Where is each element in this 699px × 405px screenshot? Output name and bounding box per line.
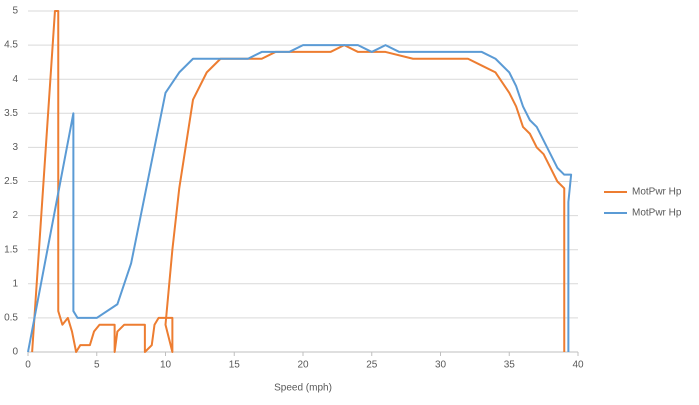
y-tick-label: 2 — [12, 210, 18, 221]
x-tick-label: 15 — [229, 360, 241, 371]
x-tick-label: 10 — [160, 360, 172, 371]
y-tick-label: 4.5 — [4, 40, 18, 51]
y-tick-label: 1.5 — [4, 244, 18, 255]
series-line — [27, 44, 573, 353]
y-tick-label: 0.5 — [4, 313, 18, 324]
y-tick-label: 0 — [12, 347, 18, 358]
x-tick-label: 20 — [297, 360, 309, 371]
x-tick-label: 0 — [25, 360, 31, 371]
y-tick-label: 4 — [12, 74, 18, 85]
legend-label: MotPwr Hp — [632, 187, 682, 198]
y-tick-label: 3.5 — [4, 108, 18, 119]
legend-label: MotPwr Hp — [632, 208, 682, 219]
x-axis-label: Speed (mph) — [274, 383, 332, 394]
y-tick-label: 5 — [12, 6, 18, 17]
x-tick-label: 25 — [366, 360, 378, 371]
y-tick-label: 1 — [12, 278, 18, 289]
x-tick-label: 35 — [504, 360, 516, 371]
x-tick-label: 5 — [94, 360, 100, 371]
series-line — [31, 10, 566, 353]
y-tick-label: 3 — [12, 142, 18, 153]
y-tick-label: 2.5 — [4, 176, 18, 187]
x-tick-label: 40 — [572, 360, 584, 371]
x-tick-label: 30 — [435, 360, 447, 371]
